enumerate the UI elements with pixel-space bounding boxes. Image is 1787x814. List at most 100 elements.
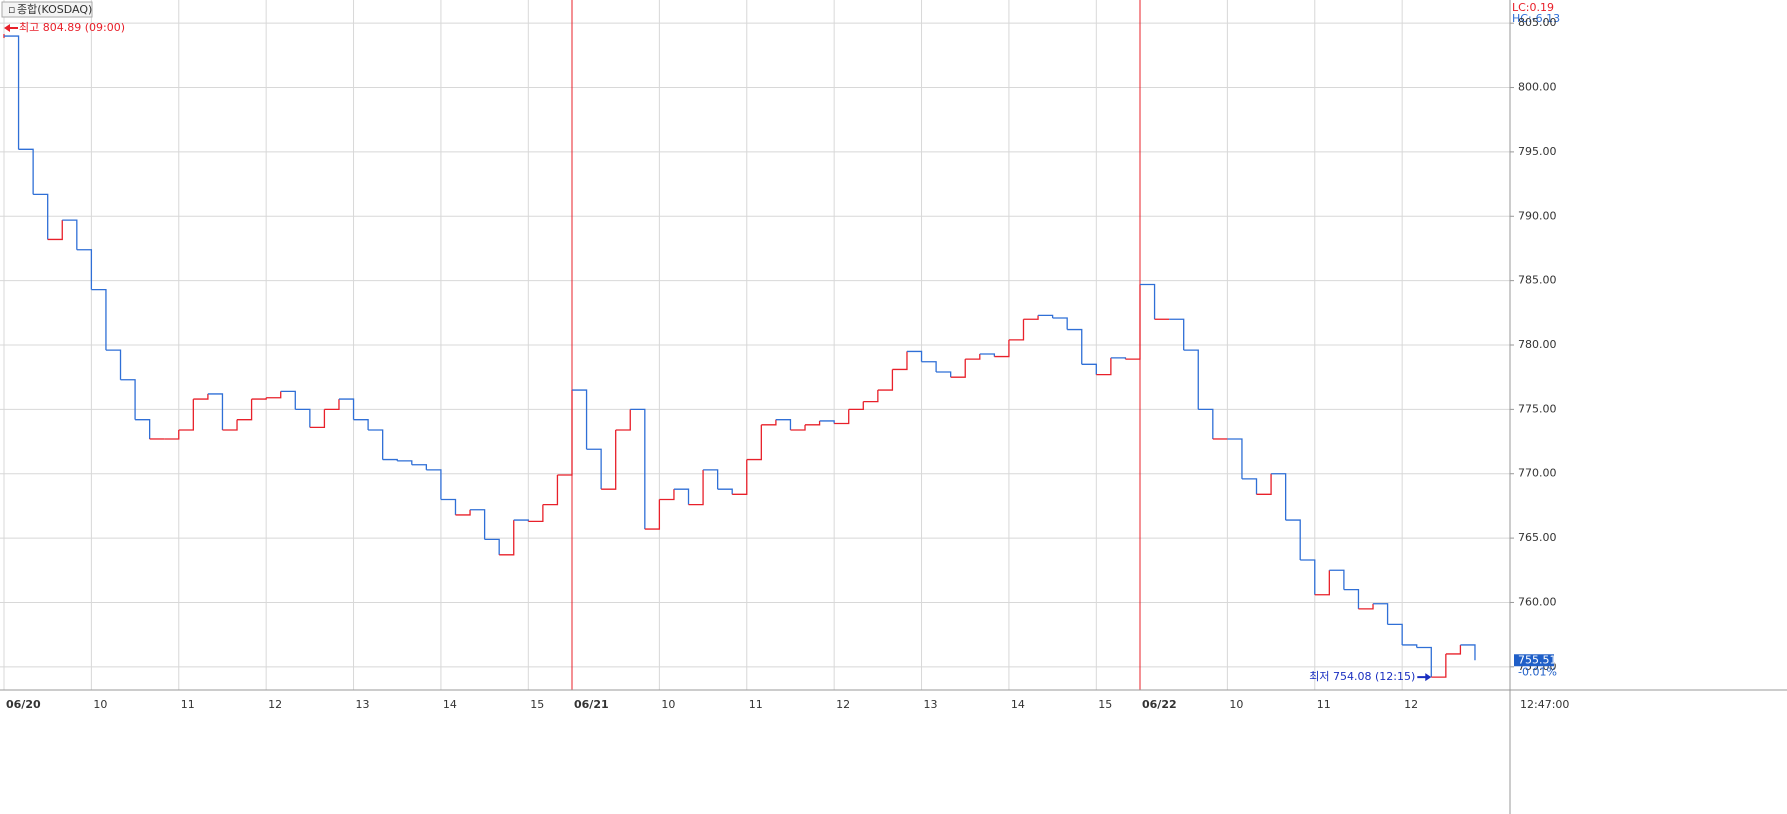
x-tick-label: 13 [924,698,938,711]
price-step [309,409,326,429]
annotations: 최고 804.89 (09:00) 최저 754.08 (12:15) [4,21,1432,683]
price-step [542,475,559,506]
price-step [18,148,34,195]
price-step [207,393,224,430]
price-step [62,219,78,250]
x-tick-label: 15 [1098,698,1112,711]
x-tick-label: 10 [661,698,675,711]
price-step [688,469,704,506]
y-tick-label: 800.00 [1518,81,1557,94]
price-step [906,350,923,362]
price-step [877,369,894,391]
price-step [1343,588,1360,609]
low-arrow [1417,673,1432,682]
price-step [659,489,675,501]
price-step [601,429,617,490]
price-step [1227,438,1243,479]
price-step [1431,653,1447,678]
x-tick-label: 10 [1229,698,1243,711]
price-step [120,379,136,420]
price-step [790,424,806,431]
price-step [1358,603,1374,610]
price-step [1373,603,1389,625]
last-price-box [1514,654,1554,667]
y-tick-label: 780.00 [1518,338,1557,351]
price-step [761,419,777,426]
price-step [237,399,253,421]
price-step [164,429,180,440]
price-step [1314,570,1330,596]
x-tick-label: 12 [268,698,282,711]
y-tick-label: 770.00 [1518,467,1557,480]
last-price-label: 755.51 [1518,653,1557,666]
y-tick-label: 760.00 [1518,595,1557,608]
price-step [936,371,952,378]
price-step [76,249,93,290]
price-step [979,353,996,357]
price-step [1198,408,1214,439]
price-step [368,429,384,460]
price-step [863,390,879,403]
chart-title: 종합(KOSDAQ) [17,3,92,16]
price-step [1300,559,1316,595]
price-step [848,401,864,411]
x-tick-label: 15 [530,698,544,711]
title-icon: ▫ [8,3,15,16]
price-step [338,398,355,420]
time-label: 12:47:00 [1520,698,1569,711]
price-step [892,351,908,371]
price-step [1008,319,1025,341]
price-step [499,520,515,556]
price-step [324,399,340,411]
x-tick-label: 12 [1404,698,1418,711]
hc-label: HC:-6.13 [1512,12,1560,25]
price-step [819,420,835,424]
high-arrow [4,24,18,32]
price-step [644,499,661,530]
price-step [1140,283,1156,320]
price-step [33,193,49,240]
x-tick-label: 11 [749,698,763,711]
price-step [1285,519,1301,560]
x-tick-label: 06/21 [574,698,609,711]
y-tick-label: 795.00 [1518,145,1557,158]
x-tick-label: 11 [1317,698,1331,711]
lc-label: LC:0.19 [1512,1,1554,14]
price-step [1241,478,1258,495]
price-step [91,288,107,351]
price-step [557,390,573,476]
price-step [615,409,631,431]
price-step [1125,284,1141,360]
price-step [703,469,719,490]
price-step [921,361,937,373]
price-step [484,538,500,555]
price-step [528,504,544,523]
price-step [1183,349,1199,410]
price-step [1271,473,1287,521]
price-step [1023,315,1039,320]
x-tick-label: 06/20 [6,698,41,711]
price-step [440,498,457,515]
price-step [1445,644,1462,655]
x-tick-label: 14 [443,698,457,711]
price-step [295,408,311,428]
grid [0,0,1510,690]
x-tick-label: 13 [356,698,370,711]
price-step [630,408,646,530]
price-step [222,419,238,431]
price-step [834,409,850,425]
x-tick-label: 10 [93,698,107,711]
price-step [805,420,821,426]
y-tick-label: 765.00 [1518,531,1557,544]
price-step [266,391,282,399]
price-step [572,389,588,450]
change-label: -0.01% [1518,665,1557,678]
price-step [470,509,486,540]
price-step [397,460,413,465]
price-step [4,35,20,150]
price-step [746,424,762,461]
price-step [1460,644,1476,661]
title-box[interactable] [1,1,93,18]
